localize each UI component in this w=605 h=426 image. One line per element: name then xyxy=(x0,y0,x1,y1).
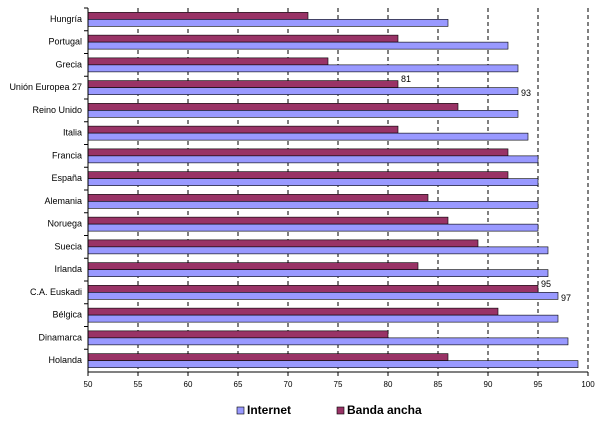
y-tick-label: Dinamarca xyxy=(38,332,82,342)
x-tick-label: 65 xyxy=(234,380,243,389)
bar xyxy=(87,57,329,66)
bar xyxy=(87,110,519,118)
x-tick-label: 70 xyxy=(284,380,293,389)
bar xyxy=(87,34,399,43)
legend-label: Internet xyxy=(247,403,291,417)
y-tick-label: Reino Unido xyxy=(32,105,82,115)
bar xyxy=(87,307,499,316)
bar xyxy=(87,80,399,88)
x-tick-label: 60 xyxy=(184,380,193,389)
bar xyxy=(87,87,519,95)
bar xyxy=(87,201,539,209)
y-tick-label: Hungría xyxy=(50,14,82,24)
y-tick-label: España xyxy=(51,173,82,183)
bar xyxy=(87,171,509,179)
y-tick-label: Portugal xyxy=(48,37,82,47)
bar xyxy=(87,360,579,368)
value-label: 97 xyxy=(561,293,571,303)
x-tick-label: 50 xyxy=(84,380,93,389)
bar xyxy=(87,216,449,225)
bar xyxy=(87,132,529,141)
x-tick-label: 55 xyxy=(134,380,143,389)
y-tick-label: Bélgica xyxy=(52,310,82,320)
x-tick-label: 80 xyxy=(384,380,393,389)
bar xyxy=(87,337,569,346)
value-label: 93 xyxy=(521,88,531,98)
x-tick-label: 95 xyxy=(534,380,543,389)
value-label: 81 xyxy=(401,74,411,84)
y-tick-label: Italia xyxy=(63,128,82,138)
bar xyxy=(87,314,559,323)
bar xyxy=(87,41,509,50)
bar xyxy=(87,103,459,111)
bar xyxy=(87,178,539,186)
y-tick-label: Grecia xyxy=(55,59,82,69)
x-tick-label: 90 xyxy=(484,380,493,389)
bar xyxy=(87,292,559,300)
y-tick-label: Unión Europea 27 xyxy=(9,82,82,92)
bar xyxy=(87,155,539,164)
x-tick-label: 85 xyxy=(434,380,443,389)
y-tick-label: Noruega xyxy=(47,219,82,229)
legend: Internet Banda ancha xyxy=(236,403,422,417)
y-tick-label: Irlanda xyxy=(54,264,82,274)
x-tick-label: 75 xyxy=(334,380,343,389)
bar xyxy=(87,19,449,27)
bar xyxy=(87,262,419,270)
bar xyxy=(87,239,479,248)
legend-swatch xyxy=(236,406,245,415)
bar xyxy=(87,269,549,277)
bar xyxy=(87,12,309,20)
y-tick-label: Suecia xyxy=(54,241,82,251)
bar xyxy=(87,194,429,202)
bar xyxy=(87,125,399,134)
bar xyxy=(87,148,509,157)
bar xyxy=(87,223,539,232)
bar xyxy=(87,330,389,339)
bar xyxy=(87,285,539,293)
bar xyxy=(87,64,519,73)
legend-label: Banda ancha xyxy=(347,403,422,417)
y-tick-label: Alemania xyxy=(44,196,82,206)
bar xyxy=(87,353,449,361)
y-tick-label: Holanda xyxy=(48,355,82,365)
y-tick-label: C.A. Euskadi xyxy=(30,287,82,297)
legend-swatch xyxy=(336,406,345,415)
value-label: 95 xyxy=(541,279,551,289)
x-tick-label: 100 xyxy=(581,380,595,389)
bar xyxy=(87,246,549,255)
y-tick-label: Francia xyxy=(52,150,82,160)
